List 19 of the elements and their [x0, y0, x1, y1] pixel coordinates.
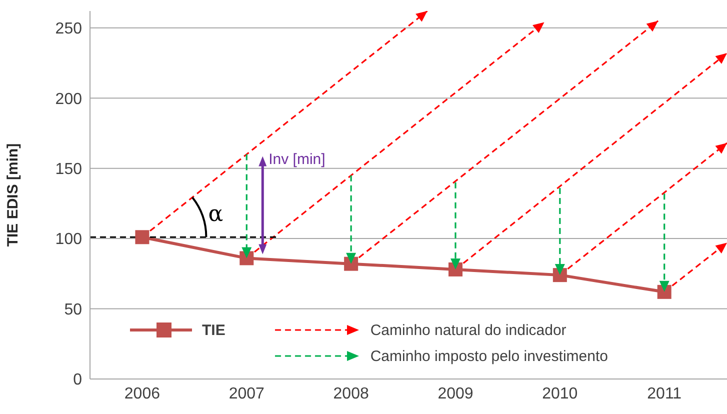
y-tick-label: 50: [64, 301, 82, 318]
x-tick-label: 2008: [333, 385, 369, 402]
annotation: α: [208, 202, 224, 227]
annotation: Inv [min]: [268, 151, 326, 168]
y-axis-title: TIE EDIS [min]: [4, 143, 22, 247]
y-tick-label: 100: [55, 231, 82, 248]
y-tick-label: 250: [55, 20, 82, 38]
x-tick-label: 2010: [542, 385, 578, 402]
y-tick-label: 200: [55, 90, 82, 108]
legend-label: TIE: [202, 322, 226, 338]
x-tick-label: 2007: [228, 385, 265, 402]
y-tick-label: 0: [73, 372, 82, 389]
legend-label: Caminho imposto pelo investimento: [370, 348, 608, 364]
legend-label: Caminho natural do indicador: [370, 322, 566, 338]
x-tick-label: 2009: [438, 385, 474, 402]
point: [135, 230, 150, 244]
x-tick-label: 2006: [124, 385, 160, 402]
y-tick-label: 150: [55, 160, 82, 178]
x-tick-label: 2011: [647, 385, 682, 402]
